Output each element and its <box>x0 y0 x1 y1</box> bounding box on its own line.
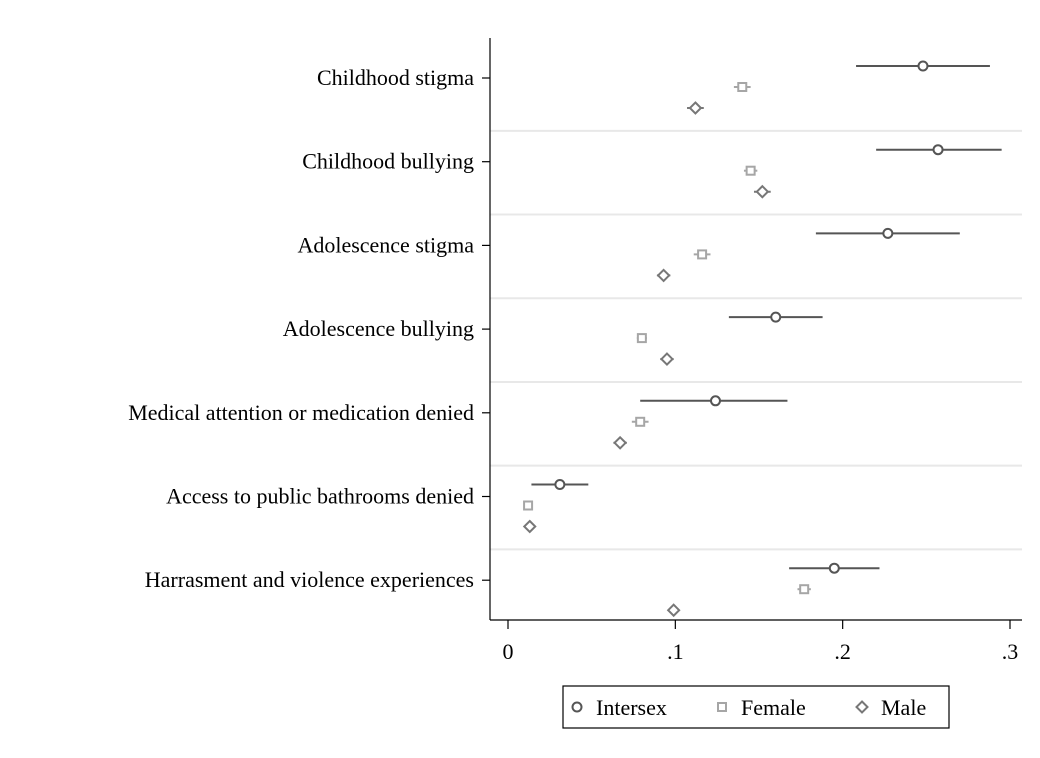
legend-label: Male <box>881 695 926 720</box>
legend-circle-icon <box>571 701 583 713</box>
point-marker <box>932 144 944 156</box>
x-tick-label: .3 <box>1002 639 1019 664</box>
x-axis: 0 .1 .2 .3 <box>490 619 1022 664</box>
point-marker <box>656 268 671 283</box>
point-marker <box>660 352 674 367</box>
point-marker <box>737 82 748 92</box>
legend-square-icon <box>717 702 727 712</box>
x-tick-label: .2 <box>834 639 851 664</box>
point-marker <box>709 395 721 407</box>
point-marker <box>770 311 782 323</box>
y-axis: Childhood stigma Childhood bullying Adoles… <box>128 38 491 620</box>
category-label: Access to public bathrooms denied <box>166 484 474 509</box>
point-marker <box>917 60 929 72</box>
category-label: Adolescence stigma <box>297 232 474 257</box>
series-intersex <box>531 60 1002 574</box>
legend-entry: Male <box>855 695 926 720</box>
category-label: Harrasment and violence experiences <box>145 567 474 592</box>
point-marker <box>688 101 703 115</box>
chart-marks <box>522 60 1002 618</box>
point-marker <box>523 500 534 511</box>
legend-label: Intersex <box>596 695 667 720</box>
point-marker <box>522 519 537 534</box>
legend-entry: Female <box>717 695 806 720</box>
point-marker <box>755 184 770 199</box>
point-marker <box>635 416 646 427</box>
category-separators <box>490 129 1022 551</box>
point-marker <box>697 249 708 260</box>
category-label: Childhood stigma <box>317 65 474 90</box>
point-marker <box>799 584 810 595</box>
point-marker <box>636 333 647 344</box>
category-label: Adolescence bullying <box>283 316 474 341</box>
category-label: Childhood bullying <box>302 149 474 174</box>
point-marker <box>828 562 840 574</box>
point-marker <box>882 227 894 239</box>
point-marker <box>554 479 566 490</box>
point-marker <box>666 603 681 618</box>
legend-label: Female <box>741 695 806 720</box>
legend: Intersex Female Male <box>562 685 950 729</box>
x-tick-label: .1 <box>667 639 684 664</box>
category-label: Medical attention or medication denied <box>128 400 474 425</box>
legend-box <box>562 685 950 729</box>
legend-diamond-icon <box>855 700 869 714</box>
legend-entry: Intersex <box>571 695 667 720</box>
x-tick-label: 0 <box>503 639 514 664</box>
point-marker <box>745 165 756 176</box>
point-marker <box>613 435 628 450</box>
series-male <box>522 101 771 618</box>
series-female <box>523 82 811 595</box>
